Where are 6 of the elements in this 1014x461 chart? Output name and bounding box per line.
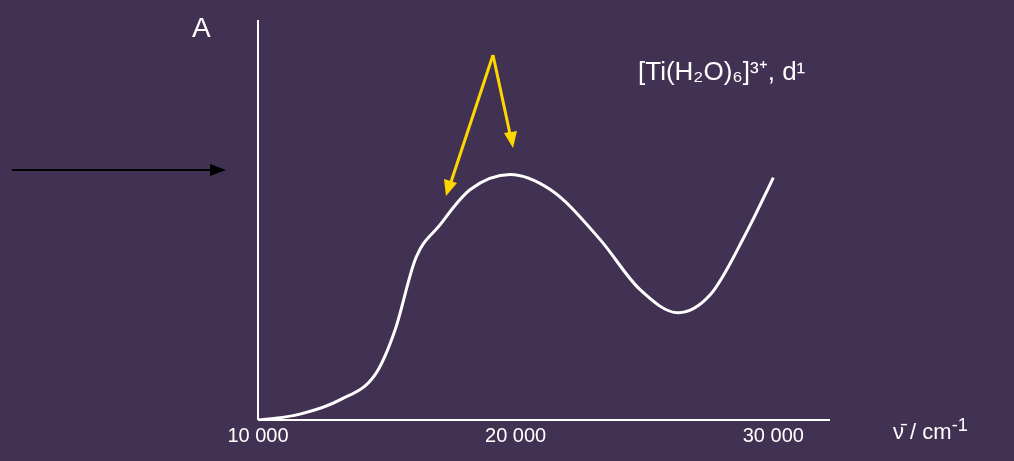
x-axis-title: ν̄ / cm$^{-1}$ <box>893 414 968 446</box>
x-tick-label: 10 000 <box>227 424 289 447</box>
text: [Ti(H₂O)₆]³⁺, d¹ <box>638 55 806 88</box>
x-tick-label: 20 000 <box>485 424 547 447</box>
y-axis-title: A <box>192 12 211 44</box>
x-tick-label: 30 000 <box>742 424 804 447</box>
